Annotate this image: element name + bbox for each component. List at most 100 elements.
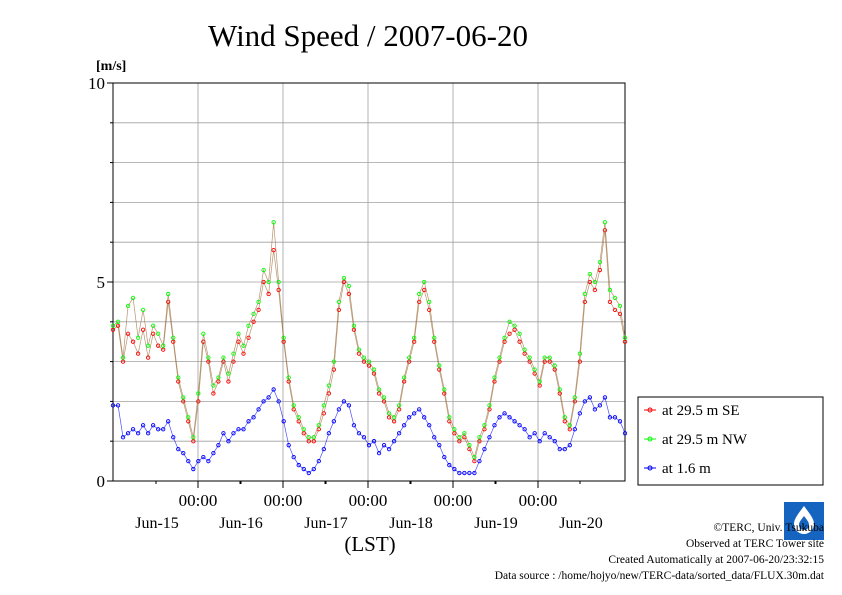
data-point (547, 355, 552, 360)
data-point (196, 458, 201, 464)
legend-label: at 1.6 m (662, 461, 711, 477)
data-point (497, 359, 502, 364)
data-point (592, 279, 598, 285)
data-point (236, 331, 241, 336)
data-point (176, 375, 181, 380)
data-point (502, 411, 507, 416)
data-point (341, 399, 347, 404)
terc-logo (784, 502, 824, 540)
data-point (110, 323, 116, 328)
data-point (221, 431, 226, 436)
data-point (286, 375, 291, 380)
data-point (582, 299, 587, 305)
data-point (130, 295, 136, 301)
data-point (366, 359, 372, 364)
data-point (437, 363, 442, 368)
data-point (492, 375, 497, 380)
data-point (361, 355, 367, 360)
data-point (447, 462, 452, 468)
data-point (522, 351, 527, 356)
data-point (577, 359, 582, 364)
data-point (472, 454, 477, 460)
series-line (112, 222, 626, 459)
data-point (371, 367, 377, 372)
data-point (417, 291, 422, 297)
data-point (356, 431, 362, 436)
data-point (612, 307, 618, 313)
data-point (120, 435, 126, 440)
data-point (296, 415, 301, 420)
data-point (567, 423, 572, 428)
data-point (346, 283, 352, 289)
data-point (532, 367, 537, 372)
data-point (447, 415, 452, 420)
series-1 (110, 220, 628, 460)
data-point (381, 395, 387, 400)
data-point (186, 458, 191, 464)
data-point (492, 379, 497, 384)
data-point (572, 399, 577, 404)
data-point (427, 299, 432, 305)
x-tick-date: Jun-18 (389, 515, 433, 532)
data-point (381, 399, 387, 404)
footer-source: Data source : /home/hojyo/new/TERC-data/… (494, 570, 824, 582)
data-point (291, 454, 296, 460)
data-point (206, 355, 211, 360)
data-point (472, 470, 477, 476)
data-point (151, 423, 156, 428)
data-point (401, 423, 407, 428)
data-point (211, 391, 216, 396)
data-point (135, 431, 141, 436)
data-point (542, 359, 547, 364)
data-point (497, 355, 502, 360)
data-point (256, 407, 261, 412)
data-point (246, 335, 251, 340)
data-point (602, 395, 608, 400)
data-point (271, 387, 276, 392)
data-point (391, 439, 397, 444)
data-point (417, 407, 422, 412)
x-tick-time: 00:00 (179, 491, 218, 510)
terc-logo-icon (784, 502, 824, 540)
data-point (256, 299, 261, 305)
data-point (457, 470, 462, 476)
x-tick-date: Jun-20 (559, 515, 603, 532)
data-point (145, 431, 151, 436)
data-point (341, 275, 347, 281)
data-point (487, 403, 492, 408)
data-point (597, 259, 603, 265)
data-point (125, 431, 131, 436)
data-point (517, 423, 522, 428)
data-point (517, 331, 522, 336)
data-point (442, 454, 447, 460)
data-point (316, 423, 321, 428)
data-point (527, 435, 532, 440)
data-point (135, 351, 141, 356)
data-point (361, 435, 367, 440)
data-point (522, 427, 527, 432)
data-point (552, 363, 557, 368)
data-point (502, 339, 507, 344)
data-point (412, 335, 417, 340)
data-point (145, 343, 151, 348)
data-point (261, 399, 266, 404)
data-point (311, 435, 316, 440)
data-point (507, 415, 512, 420)
data-point (597, 403, 603, 408)
data-point (527, 355, 532, 360)
data-point (386, 411, 392, 416)
data-point (276, 399, 281, 404)
data-point (331, 359, 337, 364)
data-point (246, 323, 251, 328)
legend-label: at 29.5 m SE (662, 403, 740, 419)
x-tick-time: 00:00 (434, 491, 473, 510)
footer-created: Created Automatically at 2007-06-20/23:3… (608, 554, 824, 566)
data-point (281, 419, 286, 424)
data-point (412, 411, 417, 416)
data-point (336, 407, 342, 412)
data-point (607, 415, 613, 420)
data-point (191, 435, 196, 440)
data-point (592, 407, 598, 412)
data-point (196, 391, 201, 396)
data-point (437, 367, 442, 372)
